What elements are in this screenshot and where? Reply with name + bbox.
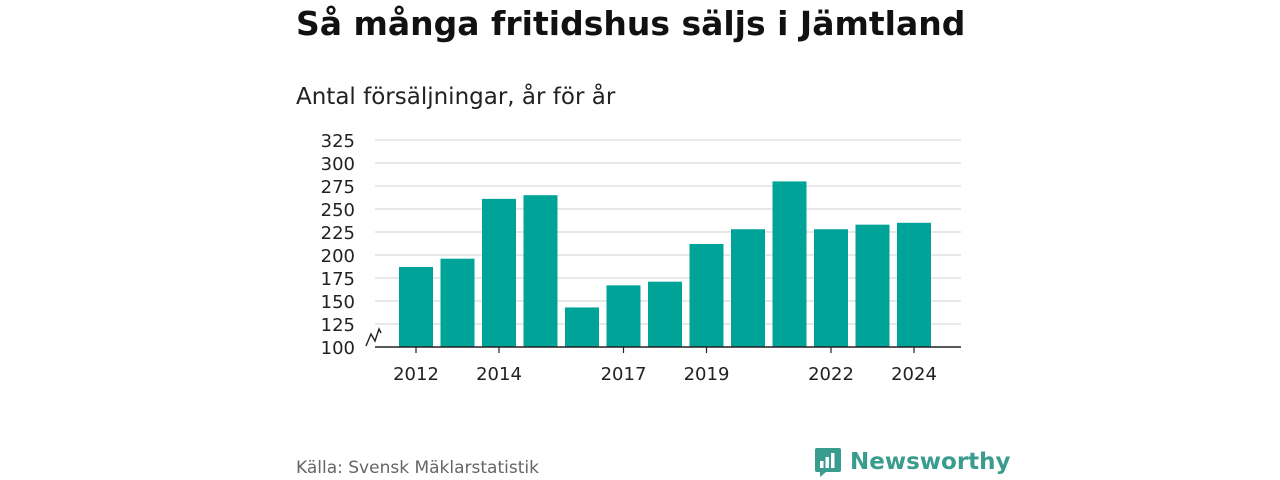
x-tick-label: 2022 — [808, 364, 854, 385]
bars — [399, 181, 931, 347]
y-tick-label: 150 — [321, 292, 355, 313]
bar-2017 — [606, 285, 641, 347]
y-tick-label: 200 — [321, 246, 355, 267]
x-tick-label: 2017 — [601, 364, 647, 385]
bar-2018 — [648, 281, 682, 347]
bar-2013 — [440, 258, 475, 347]
brand-name: Newsworthy — [850, 449, 1011, 475]
chart-title: Så många fritidshus säljs i Jämtland — [296, 4, 966, 43]
bar-2014 — [482, 198, 516, 347]
x-axis-ticks: 2012 2014 2017 2019 2022 2024 — [393, 347, 937, 385]
axis-break-icon — [365, 327, 382, 347]
newsworthy-logo-icon — [815, 448, 841, 477]
x-tick-label: 2019 — [684, 364, 730, 385]
y-tick-label: 300 — [321, 154, 355, 175]
bar-2019 — [689, 243, 724, 347]
source-note: Källa: Svensk Mäklarstatistik — [296, 458, 539, 478]
y-tick-label: 225 — [321, 223, 355, 244]
y-tick-label: 100 — [321, 338, 355, 359]
bar-2024 — [897, 222, 931, 347]
bar-2015 — [523, 195, 558, 347]
bar-2023 — [855, 224, 890, 347]
y-tick-label: 325 — [321, 131, 355, 152]
x-tick-label: 2024 — [891, 364, 937, 385]
bar-2021 — [772, 181, 807, 347]
x-tick-label: 2012 — [393, 364, 439, 385]
bar-2020 — [731, 229, 765, 347]
bar-2022 — [814, 229, 848, 347]
y-tick-label: 125 — [321, 315, 355, 336]
y-tick-label: 175 — [321, 269, 355, 290]
x-tick-label: 2014 — [476, 364, 522, 385]
bar-2012 — [399, 266, 433, 347]
bar-2016 — [565, 307, 599, 347]
chart-subtitle: Antal försäljningar, år för år — [296, 84, 616, 110]
brand-logo: Newsworthy — [814, 446, 1011, 478]
y-tick-label: 250 — [321, 200, 355, 221]
y-tick-label: 275 — [321, 177, 355, 198]
